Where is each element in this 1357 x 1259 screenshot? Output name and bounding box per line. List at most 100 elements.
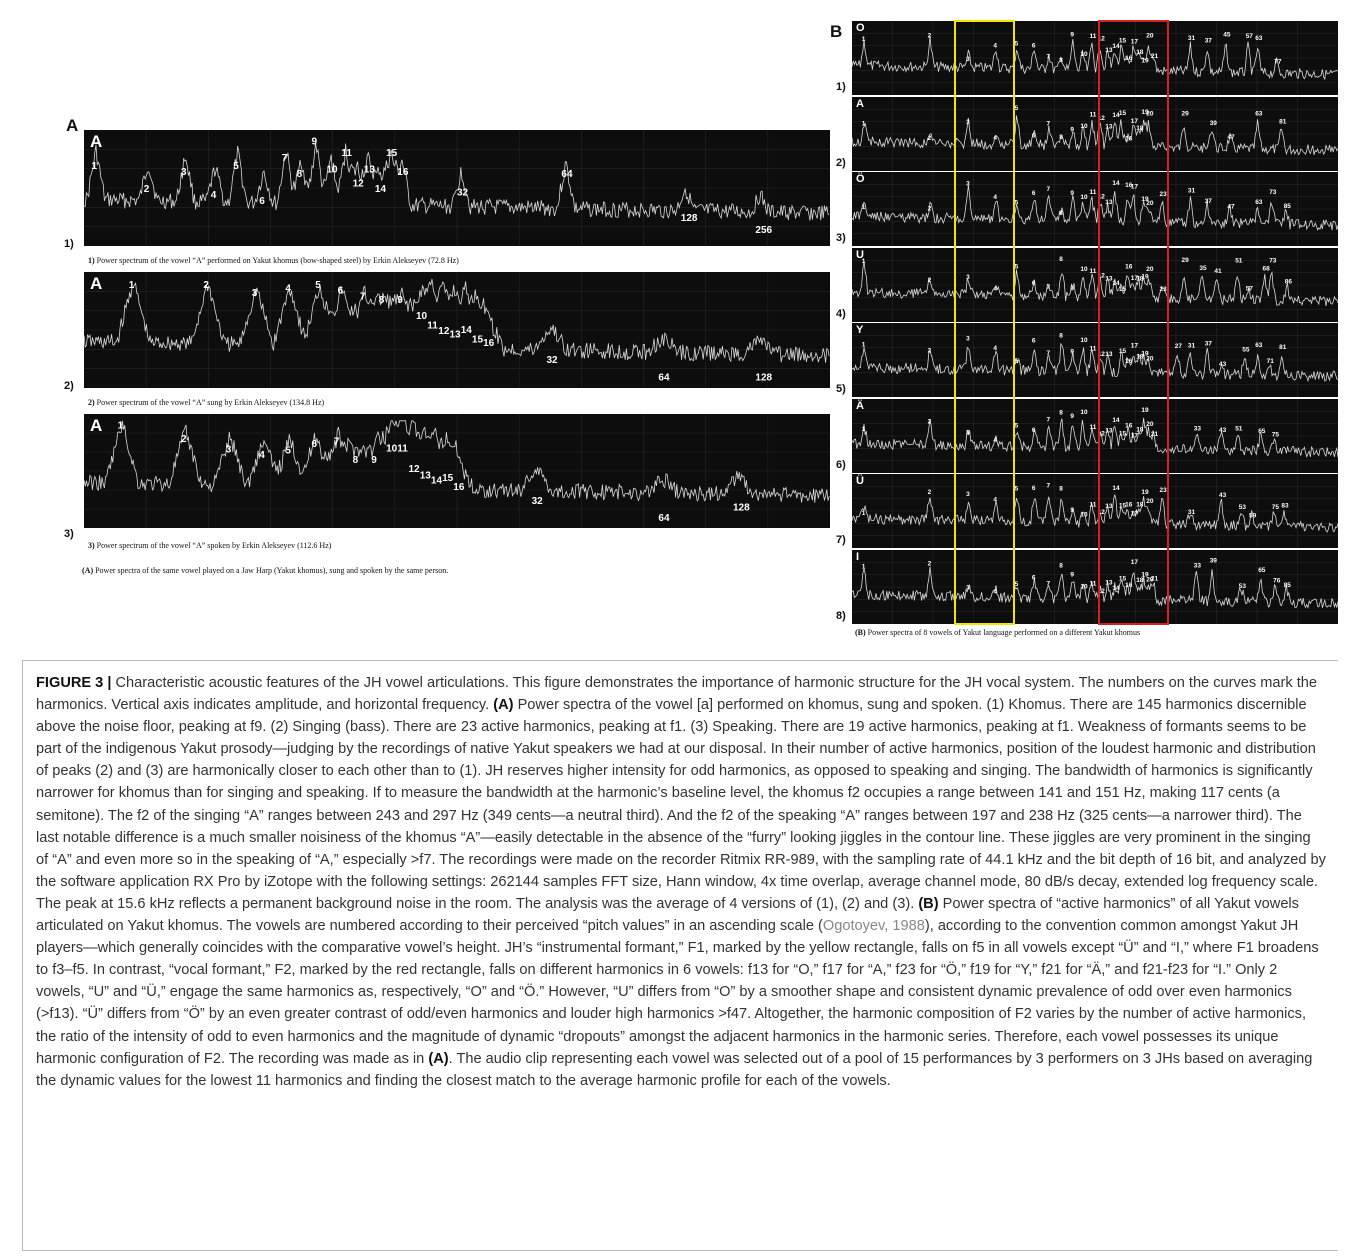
row-number: 4) [836, 308, 846, 320]
caption-bottom-rule [22, 1250, 1338, 1251]
harmonic-label: 65 [1258, 428, 1266, 435]
harmonic-label: 1 [92, 161, 98, 172]
harmonic-label: 47 [1227, 203, 1235, 210]
harmonic-label: 8 [1059, 210, 1063, 217]
grid [852, 323, 1338, 397]
spectrum-b4: 1 2 3 4 5 6 7 8 9 10 11 12 13 14 15 16 17 18 19 20 23 29 35 41 5… [852, 248, 1338, 322]
harmonic-label: 9 [1070, 127, 1074, 134]
harmonic-label: 10 [1080, 51, 1088, 58]
harmonic-label: 29 [1182, 111, 1190, 118]
spectrum-b7: 1 2 3 4 5 6 7 8 9 10 11 12 13 14 15 16 17 18 19 20 23 31 43 53 5… [852, 474, 1338, 548]
harmonic-label: 5 [1015, 358, 1019, 365]
harmonic-label: 1 [118, 421, 124, 432]
harmonic-label: 4 [211, 190, 217, 201]
grid [852, 474, 1338, 548]
harmonic-label: 7 [1047, 417, 1051, 424]
harmonic-label: 13 [420, 471, 432, 482]
spectrum-b1: 1 2 3 4 5 6 7 8 9 10 11 12 13 14 15 16 17 18 19 20 21 31 37 45 5… [852, 21, 1338, 95]
harmonic-label: 14 [431, 475, 443, 486]
harmonic-label: 45 [1223, 31, 1231, 38]
panel-b-label: B [830, 22, 843, 41]
harmonic-label: 20 [1146, 266, 1154, 273]
citation-link[interactable]: Ogotoyev, 1988 [822, 918, 925, 935]
spectrum-b2: 1 2 3 4 5 6 7 8 9 10 11 12 13 14 15 16 17 18 19 20 29 39 47 63 8… [852, 97, 1338, 171]
harmonic-label: 8 [1059, 57, 1063, 64]
harmonic-label: 53 [1239, 504, 1247, 511]
harmonic-label: 4 [993, 134, 997, 141]
panel-a-caption: (A) Power spectra of the same vowel play… [82, 566, 449, 575]
harmonic-label: 18 [1136, 49, 1144, 56]
harmonic-label: 16 [1125, 582, 1133, 589]
harmonic-label: 19 [1141, 274, 1149, 281]
harmonic-label: 3 [181, 167, 187, 178]
harmonic-label: 11 [427, 320, 438, 331]
row-number: 6) [836, 459, 846, 471]
row-number: 7) [836, 534, 846, 546]
row-number: 5) [836, 383, 846, 395]
harmonic-label: 8 [353, 455, 359, 466]
harmonic-label: 31 [1188, 35, 1196, 42]
harmonic-label: 11 [1090, 33, 1097, 40]
harmonic-label: 23 [1160, 191, 1168, 198]
harmonic-label: 7 [1047, 350, 1051, 357]
harmonic-label: 12 [1098, 351, 1106, 358]
harmonic-label: 3 [966, 180, 970, 187]
caption-top-rule [22, 660, 1338, 661]
harmonic-label: 128 [733, 503, 750, 514]
harmonic-label: 18 [1136, 501, 1144, 508]
harmonic-label: 2 [928, 419, 932, 426]
harmonic-label: 31 [1188, 343, 1196, 350]
harmonic-label: 5 [1015, 486, 1019, 493]
harmonic-label: 2 [181, 434, 187, 445]
harmonic-label: 51 [1235, 258, 1243, 265]
harmonic-label: 13 [364, 165, 376, 176]
harmonic-label: 5 [1015, 422, 1019, 429]
harmonic-label: 8 [1059, 563, 1063, 570]
figure-caption: FIGURE 3 | Characteristic acoustic featu… [36, 675, 1326, 1089]
harmonic-label: 11 [1090, 345, 1097, 352]
harmonic-label: 55 [1242, 346, 1250, 353]
vowel-label: A [90, 274, 103, 293]
harmonic-label: 14 [1112, 417, 1120, 424]
vowel-label: Ö [856, 173, 865, 185]
harmonic-label: 20 [1146, 355, 1154, 362]
harmonic-label: 18 [1136, 427, 1144, 434]
harmonic-label: 9 [1070, 349, 1074, 356]
harmonic-label: 43 [1219, 361, 1227, 368]
subcaption-a3: 3) Power spectrum of the vowel “A” spoke… [88, 541, 332, 550]
vowel-label: Ä [856, 400, 864, 412]
harmonic-label: 6 [1032, 280, 1036, 287]
spectrum-b3: 1 2 3 4 5 6 7 8 9 10 11 12 13 14 16 17 19 20 23 31 37 47 63 73 8… [852, 172, 1338, 246]
harmonic-label: 8 [1059, 332, 1063, 339]
harmonic-label: 64 [658, 373, 670, 384]
vowel-label: A [90, 416, 103, 435]
harmonic-label: 10 [1080, 337, 1088, 344]
harmonic-label: 17 [1131, 39, 1139, 46]
harmonic-label: 12 [353, 178, 365, 189]
harmonic-label: 7 [1047, 54, 1051, 61]
harmonic-label: 12 [409, 464, 421, 475]
harmonic-label: 1 [129, 280, 135, 291]
harmonic-label: 11 [1090, 112, 1097, 119]
harmonic-label: 15 [1119, 431, 1127, 438]
harmonic-label: 5 [233, 161, 239, 172]
grid [852, 399, 1338, 473]
harmonic-label: 37 [1205, 198, 1213, 205]
vowel-label: I [856, 551, 860, 563]
harmonic-label: 14 [1112, 585, 1120, 592]
harmonic-label: 1 [862, 121, 866, 128]
row-number: 8) [836, 610, 846, 622]
harmonic-label: 13 [1105, 351, 1113, 358]
row-number: 1) [64, 238, 74, 250]
harmonic-label: 63 [1255, 342, 1263, 349]
harmonic-label: 16 [1125, 358, 1133, 365]
harmonic-label: 33 [1194, 425, 1202, 432]
harmonic-label: 65 [1258, 567, 1266, 574]
row-number: 3) [836, 232, 846, 244]
harmonic-label: 13 [450, 330, 462, 341]
harmonic-label: 11 [1090, 424, 1097, 431]
harmonic-label: 4 [993, 286, 997, 293]
